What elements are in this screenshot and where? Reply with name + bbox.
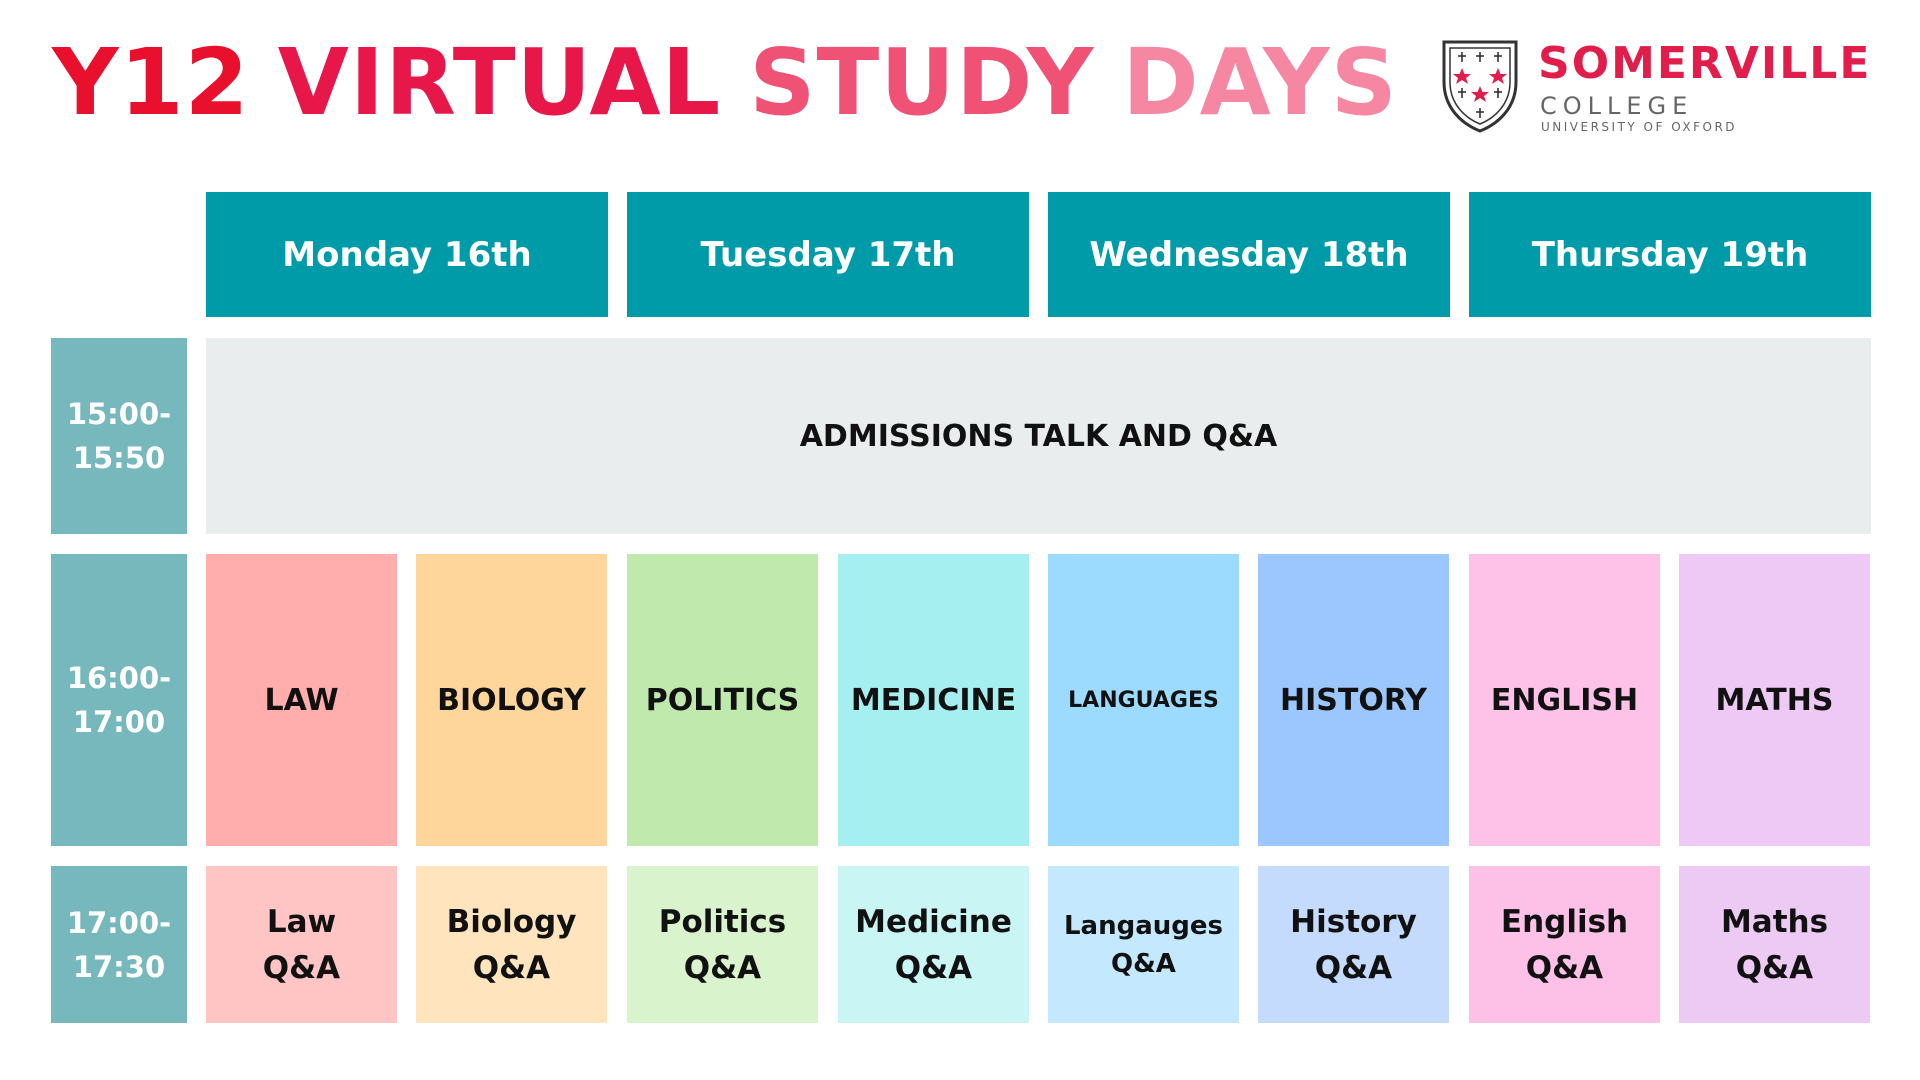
qa-session: Biology Q&A [416,866,607,1023]
time-slot: 17:00- 17:30 [51,866,187,1023]
qa-session: Maths Q&A [1679,866,1870,1023]
shield-icon [1442,40,1518,133]
qa-session: English Q&A [1469,866,1660,1023]
time-slot: 15:00- 15:50 [51,338,187,534]
title-part: DAYS [1122,28,1398,136]
title-part: VIRTUAL [277,28,722,136]
subject-session: POLITICS [627,554,818,846]
admissions-banner: ADMISSIONS TALK AND Q&A [206,338,1871,534]
qa-session: Langauges Q&A [1048,866,1239,1023]
title-part: STUDY [749,28,1095,136]
subject-session: LAW [206,554,397,846]
college-logo: SOMERVILLE COLLEGE UNIVERSITY OF OXFORD [1440,38,1880,138]
day-header: Monday 16th [206,192,608,317]
subject-session: BIOLOGY [416,554,607,846]
subject-session: MATHS [1679,554,1870,846]
qa-session: Politics Q&A [627,866,818,1023]
qa-session: Medicine Q&A [838,866,1029,1023]
subject-session: LANGUAGES [1048,554,1239,846]
logo-name: SOMERVILLE [1538,38,1872,89]
subject-session: ENGLISH [1469,554,1660,846]
qa-session: History Q&A [1258,866,1449,1023]
subject-session: MEDICINE [838,554,1029,846]
logo-college: COLLEGE [1540,92,1694,120]
page-title: Y12 VIRTUAL STUDY DAYS [52,22,1426,142]
title-part: Y12 [52,28,250,136]
qa-session: Law Q&A [206,866,397,1023]
day-header: Thursday 19th [1469,192,1871,317]
time-slot: 16:00- 17:00 [51,554,187,846]
day-header: Tuesday 17th [627,192,1029,317]
logo-university: UNIVERSITY OF OXFORD [1541,120,1738,134]
subject-session: HISTORY [1258,554,1449,846]
day-header: Wednesday 18th [1048,192,1450,317]
